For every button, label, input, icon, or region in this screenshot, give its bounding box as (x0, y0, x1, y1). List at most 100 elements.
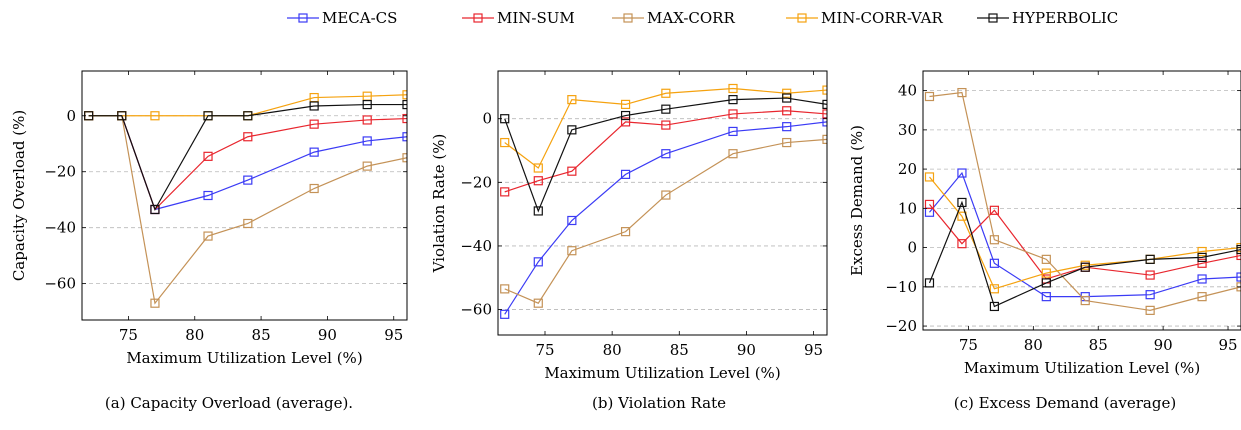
data-point (362, 115, 372, 125)
legend-marker-max-corr (623, 13, 633, 23)
data-point (728, 83, 738, 94)
data-point (1197, 274, 1207, 284)
data-point (533, 206, 543, 216)
data-point (567, 125, 577, 135)
series-line-min-sum (929, 204, 1241, 280)
series-max-corr (924, 87, 1241, 315)
data-point (957, 87, 967, 98)
data-point (1041, 278, 1051, 288)
data-point (782, 122, 792, 132)
data-point (402, 132, 407, 142)
axes-frame (81, 70, 408, 321)
data-point (989, 258, 999, 268)
legend-label-min-corr-var: MIN-CORR-VAR (821, 9, 943, 27)
x-tick-label: 85 (670, 341, 689, 359)
data-point (309, 101, 319, 111)
x-tick-label: 80 (185, 326, 204, 344)
series-meca-cs (924, 168, 1241, 302)
data-point (203, 231, 213, 241)
data-point (567, 215, 577, 226)
legend-entry-min-sum: MIN-SUM (462, 9, 575, 27)
chart-violation-rate: 75 80 85 90 95 0 −20 −40 −60 Maximum Utilization … (430, 70, 828, 412)
y-tick-label: 10 (898, 199, 917, 217)
data-point (822, 85, 827, 95)
series-min-corr-var (500, 83, 827, 173)
data-point (1145, 305, 1155, 315)
y-tick-label: 0 (66, 107, 76, 125)
x-tick-label: 75 (535, 341, 554, 359)
data-point (533, 257, 543, 267)
data-point (402, 113, 407, 124)
data-point (243, 175, 253, 185)
data-point (533, 298, 543, 308)
data-point (1197, 246, 1207, 257)
x-tick-label: 95 (1218, 336, 1237, 354)
y-tick-label: 20 (898, 160, 917, 178)
data-point (924, 199, 935, 210)
data-point (203, 190, 213, 201)
data-point (620, 169, 631, 179)
legend-label-max-corr: MAX-CORR (647, 9, 735, 27)
data-point (1041, 268, 1051, 278)
y-tick-label: −20 (460, 173, 492, 191)
y-tick-label: −20 (44, 163, 76, 181)
data-point (957, 239, 967, 249)
x-axis-label: Maximum Utilization Level (%) (964, 359, 1200, 377)
legend-marker-hyperbolic (988, 13, 998, 23)
plot-area (84, 90, 407, 308)
data-point (362, 99, 372, 110)
legend-marker-meca-cs (298, 13, 308, 23)
y-tick-label: 0 (907, 239, 917, 257)
data-point (500, 284, 510, 294)
y-tick-label: −40 (44, 219, 76, 237)
data-point (924, 91, 935, 102)
x-axis-label: Maximum Utilization Level (%) (544, 364, 780, 382)
x-tick-label: 80 (1024, 336, 1043, 354)
series-line-hyperbolic (88, 103, 407, 211)
data-point (243, 111, 253, 121)
data-point (620, 227, 631, 237)
legend-entry-max-corr: MAX-CORR (612, 9, 735, 27)
series-line-min-corr-var (929, 176, 1241, 290)
plot-area (500, 83, 827, 319)
data-point (1041, 292, 1051, 302)
data-point (309, 183, 319, 194)
data-point (728, 126, 738, 137)
data-point (402, 99, 407, 110)
y-tick-label: 40 (898, 82, 917, 100)
data-point (822, 99, 827, 109)
data-point (620, 110, 631, 121)
figure-caption: (a) Capacity Overload (average). (105, 394, 353, 412)
series-meca-cs (500, 117, 827, 319)
data-point (620, 117, 631, 127)
series-line-min-sum (504, 110, 827, 193)
series-hyperbolic (500, 93, 827, 216)
data-point (782, 106, 792, 116)
data-point (362, 136, 372, 146)
data-point (782, 93, 792, 103)
data-point (661, 88, 671, 98)
data-point (989, 301, 999, 312)
data-point (1236, 272, 1241, 282)
legend-marker-min-sum (473, 13, 483, 23)
data-point (150, 298, 160, 308)
x-tick-label: 90 (318, 326, 337, 344)
data-point (728, 109, 738, 119)
y-tick-label: −60 (460, 301, 492, 319)
data-point (924, 278, 935, 288)
data-point (728, 95, 738, 105)
data-point (362, 161, 372, 171)
data-point (620, 99, 631, 109)
y-tick-label: 30 (898, 121, 917, 139)
data-point (150, 111, 160, 121)
data-point (989, 235, 999, 245)
data-point (1197, 292, 1207, 302)
x-tick-label: 80 (603, 341, 622, 359)
data-point (567, 166, 577, 176)
data-point (309, 147, 319, 157)
data-point (1080, 295, 1090, 306)
y-axis-label: Violation Rate (%) (430, 134, 448, 274)
legend-entry-hyperbolic: HYPERBOLIC (977, 9, 1118, 27)
data-point (989, 284, 999, 294)
